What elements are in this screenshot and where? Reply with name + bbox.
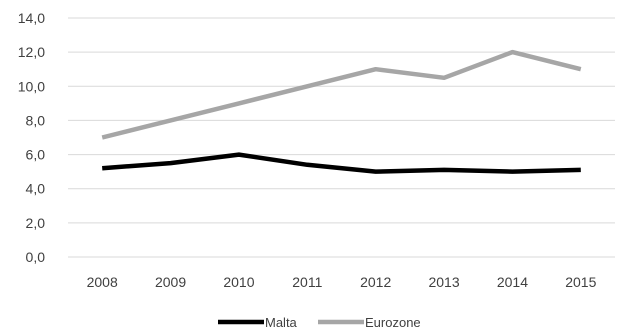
x-tick-label: 2015 <box>565 274 596 290</box>
series-line-eurozone <box>101 49 582 140</box>
legend-label: Eurozone <box>365 315 421 330</box>
gridlines <box>68 17 615 258</box>
x-tick-label: 2008 <box>87 274 118 290</box>
legend: Malta Eurozone <box>218 315 421 330</box>
y-tick-label: 2,0 <box>26 215 46 231</box>
legend-label: Malta <box>265 315 298 330</box>
series-lines <box>101 49 582 174</box>
y-tick-label: 6,0 <box>26 147 46 163</box>
x-tick-label: 2010 <box>223 274 254 290</box>
x-tick-label: 2011 <box>292 274 322 290</box>
y-tick-label: 14,0 <box>18 10 45 26</box>
y-tick-label: 8,0 <box>26 112 46 128</box>
x-tick-label: 2012 <box>360 274 391 290</box>
y-axis-tick-labels: 0,0 2,0 4,0 6,0 8,0 10,0 12,0 14,0 <box>18 10 45 265</box>
y-tick-label: 4,0 <box>26 181 46 197</box>
y-tick-label: 10,0 <box>18 78 45 94</box>
y-tick-label: 0,0 <box>26 249 46 265</box>
series-line-malta <box>102 152 581 174</box>
x-tick-label: 2009 <box>155 274 186 290</box>
x-tick-label: 2013 <box>428 274 459 290</box>
x-tick-label: 2014 <box>497 274 528 290</box>
y-tick-label: 12,0 <box>18 44 45 60</box>
x-axis-tick-labels: 2008 2009 2010 2011 2012 2013 2014 2015 <box>87 274 597 290</box>
